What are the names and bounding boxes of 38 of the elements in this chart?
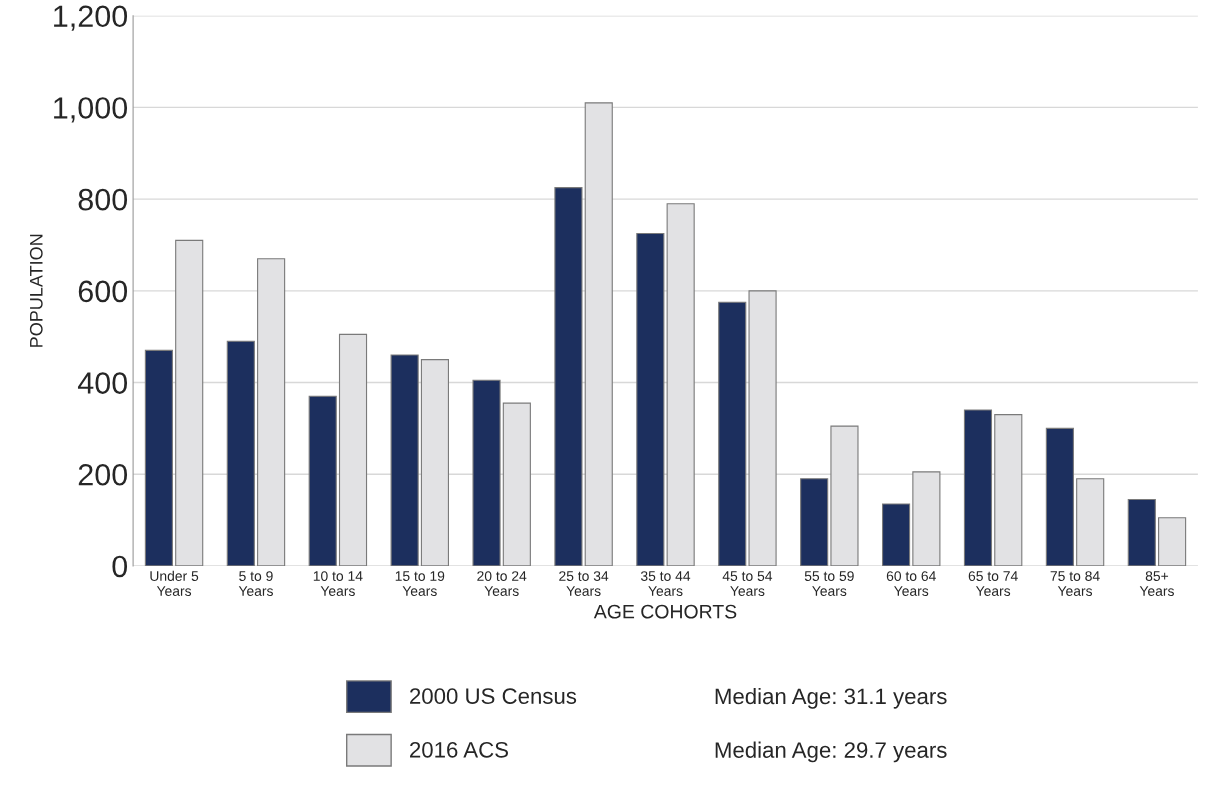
bar [472, 379, 501, 566]
y-tick-label: 1,000 [54, 97, 128, 123]
bar [800, 478, 829, 566]
bar [718, 301, 747, 566]
x-tick-label: 60 to 64 Years [886, 571, 936, 596]
x-tick-label: Under 5 Years [150, 570, 199, 596]
x-tick-label: 55 to 59 Years [804, 571, 854, 596]
y-tick-label: 0 [112, 555, 128, 578]
text: Median Age: 31.1 years [715, 687, 947, 709]
y-tick-label: 600 [78, 280, 128, 303]
y-tick-label: 200 [78, 463, 128, 486]
bar [144, 349, 173, 566]
legend-label: 2000 US Census [410, 688, 577, 704]
bar [308, 395, 337, 566]
bar [1045, 427, 1074, 566]
y-axis-title: POPULATION [29, 234, 43, 347]
y-tick-label: 800 [78, 188, 128, 211]
x-tick-label: 75 to 84 Years [1050, 571, 1100, 596]
x-tick-label: 85+ Years [1139, 571, 1174, 596]
legend-label: 2016 ACS [410, 741, 508, 758]
text: Median Age: 29.7 years [715, 741, 947, 763]
x-tick-label: 45 to 54 Years [722, 571, 773, 596]
x-tick-label: 5 to 9 Years [238, 571, 273, 596]
bar [963, 409, 993, 566]
bar [554, 187, 583, 566]
y-tick-label: 400 [77, 372, 128, 394]
x-tick-label: 10 to 14 Years [313, 571, 363, 596]
y-tick-label: 1,200 [54, 5, 128, 31]
x-tick-label: 20 to 24 Years [477, 571, 527, 596]
x-tick-label: 35 to 44 Years [640, 571, 691, 596]
x-axis-title: AGE COHORTS [593, 604, 737, 619]
bar [226, 340, 255, 566]
bar [1127, 498, 1156, 566]
x-tick-label: 25 to 34 Years [559, 571, 609, 596]
x-tick-label: 15 to 19 Years [395, 571, 445, 596]
x-tick-label: 65 to 74 Years [968, 571, 1018, 596]
bar [390, 354, 419, 566]
bar [882, 503, 911, 566]
